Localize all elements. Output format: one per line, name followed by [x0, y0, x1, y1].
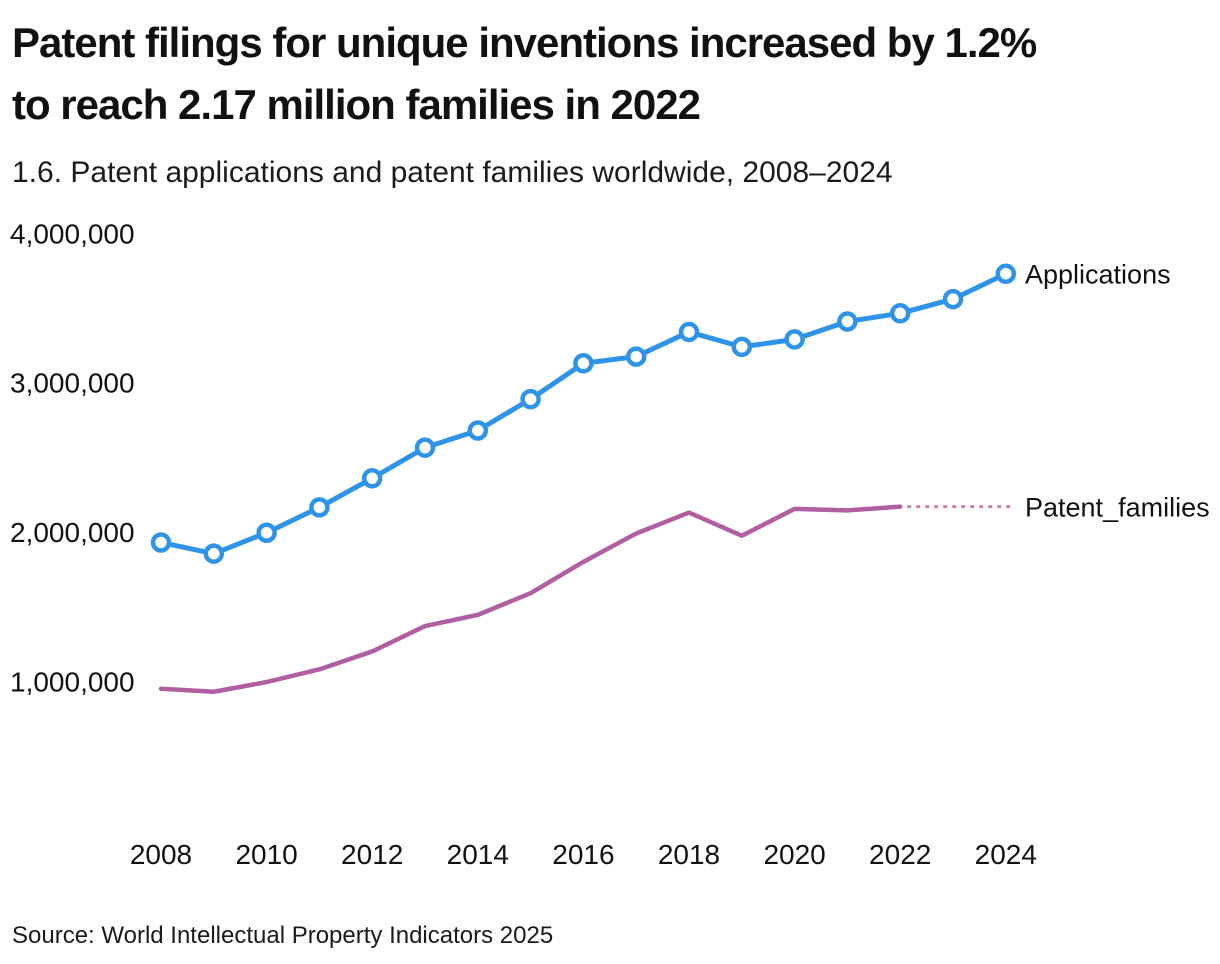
y-tick-label: 2,000,000: [10, 517, 135, 548]
chart-title-line2: to reach 2.17 million families in 2022: [12, 81, 701, 128]
x-tick-label: 2014: [447, 839, 509, 870]
data-point-marker: [625, 346, 647, 367]
series-line-patent-families: [158, 504, 903, 695]
data-point-marker: [837, 311, 858, 332]
x-tick-label: 2016: [552, 839, 614, 870]
x-tick-label: 2010: [235, 839, 297, 870]
series-label-applications: Applications: [1025, 260, 1171, 290]
x-tick-label: 2018: [658, 839, 720, 870]
data-point-marker: [573, 353, 594, 374]
data-point-marker: [942, 288, 964, 310]
series-label-patent-families: Patent_families: [1025, 493, 1210, 523]
data-point-marker: [256, 522, 277, 543]
data-point-marker: [414, 437, 436, 458]
data-point-marker: [889, 303, 911, 324]
series-line-applications: [158, 271, 1009, 557]
chart-title: Patent filings for unique inventions inc…: [12, 12, 1037, 136]
y-tick-label: 3,000,000: [10, 368, 135, 399]
data-point-marker: [361, 468, 383, 489]
data-point-marker: [520, 388, 541, 410]
source-note: Source: World Intellectual Property Indi…: [12, 922, 554, 949]
chart-title-line1: Patent filings for unique inventions inc…: [12, 19, 1037, 66]
data-point-marker: [678, 321, 700, 343]
x-tick-label: 2012: [341, 839, 403, 870]
chart-subtitle: 1.6. Patent applications and patent fami…: [12, 156, 893, 189]
data-point-marker: [203, 543, 225, 564]
y-tick-label: 4,000,000: [10, 218, 135, 249]
x-tick-label: 2008: [130, 839, 192, 870]
data-point-marker: [784, 329, 805, 350]
line-chart: 1,000,000 2,000,000 3,000,000 4,000,000 2008…: [10, 218, 1210, 870]
data-point-marker: [731, 336, 753, 358]
data-point-marker: [467, 420, 489, 441]
x-tick-label: 2024: [975, 839, 1037, 870]
y-tick-label: 1,000,000: [10, 666, 135, 697]
data-point-marker: [995, 263, 1017, 284]
data-point-marker: [309, 497, 330, 518]
x-tick-label: 2020: [763, 839, 825, 870]
data-point-marker: [150, 532, 172, 553]
x-tick-label: 2022: [869, 839, 931, 870]
